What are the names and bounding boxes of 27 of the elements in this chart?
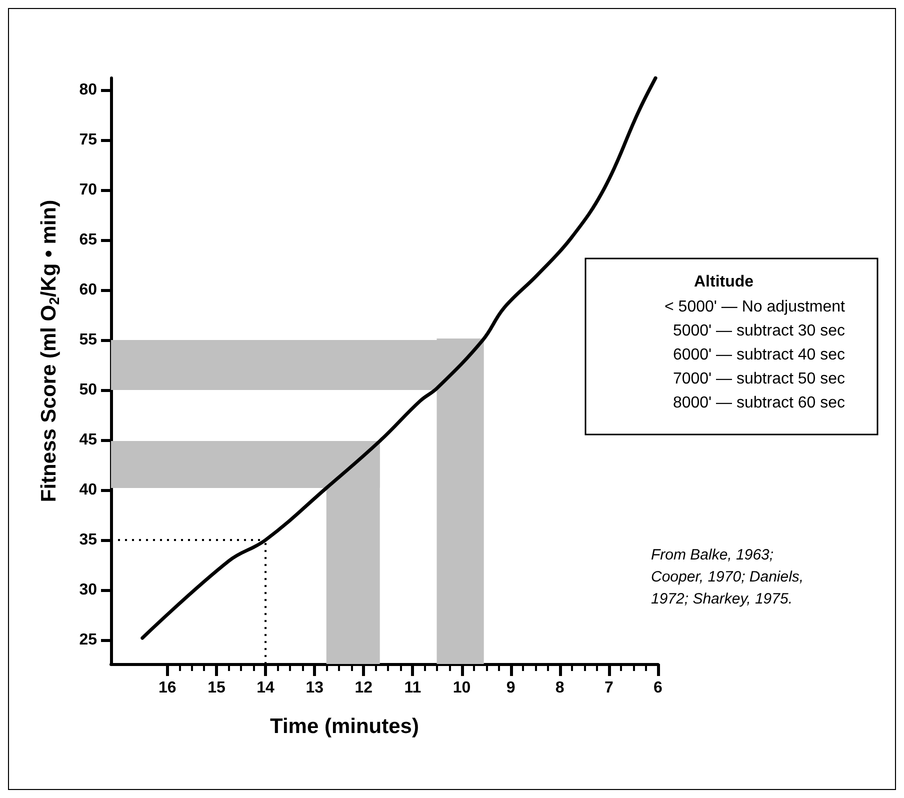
y-tick-label: 50: [79, 382, 98, 398]
x-tick-label: 8: [555, 680, 564, 696]
text: Altitude < 5000' — No adjustment 5000' — subtract 30 sec 6000' — subtract 40 sec 7000' — subtract 50 sec 8000' — subtract 60 sec: [664, 274, 846, 412]
x-tick-label: 10: [452, 680, 471, 696]
y-tick-label: 35: [79, 532, 98, 548]
y-tick-label: 45: [79, 432, 98, 448]
x-tick-label: 14: [256, 680, 275, 696]
annotation: From Balke, 1963; Cooper, 1970; Daniels, 1972; Sharkey, 1975.: [651, 546, 804, 608]
y-tick-label: 70: [79, 182, 98, 198]
y-tick-label: 75: [79, 132, 98, 148]
y-tick-label: 25: [79, 632, 98, 648]
x-axis-title: Time (minutes): [270, 715, 419, 738]
x-tick-label: 15: [208, 680, 226, 696]
x-tick-label: 6: [654, 680, 663, 696]
y-tick-label: 30: [79, 582, 98, 598]
x-tick-label: 11: [404, 680, 422, 696]
y-tick-label: 40: [79, 482, 98, 498]
y-tick-label: 55: [79, 332, 98, 348]
x-tick-label: 12: [354, 680, 373, 696]
y-tick-label: 60: [79, 282, 98, 298]
y-axis-title: Fitness Score (ml O2/Kg • min): [38, 200, 62, 502]
x-tick-label: 9: [506, 680, 516, 696]
y-tick-label: 65: [79, 232, 98, 248]
y-tick-label: 80: [79, 82, 98, 98]
x-tick-label: 13: [306, 680, 324, 696]
x-tick-label: 16: [158, 680, 176, 696]
x-tick-label: 7: [604, 680, 614, 696]
